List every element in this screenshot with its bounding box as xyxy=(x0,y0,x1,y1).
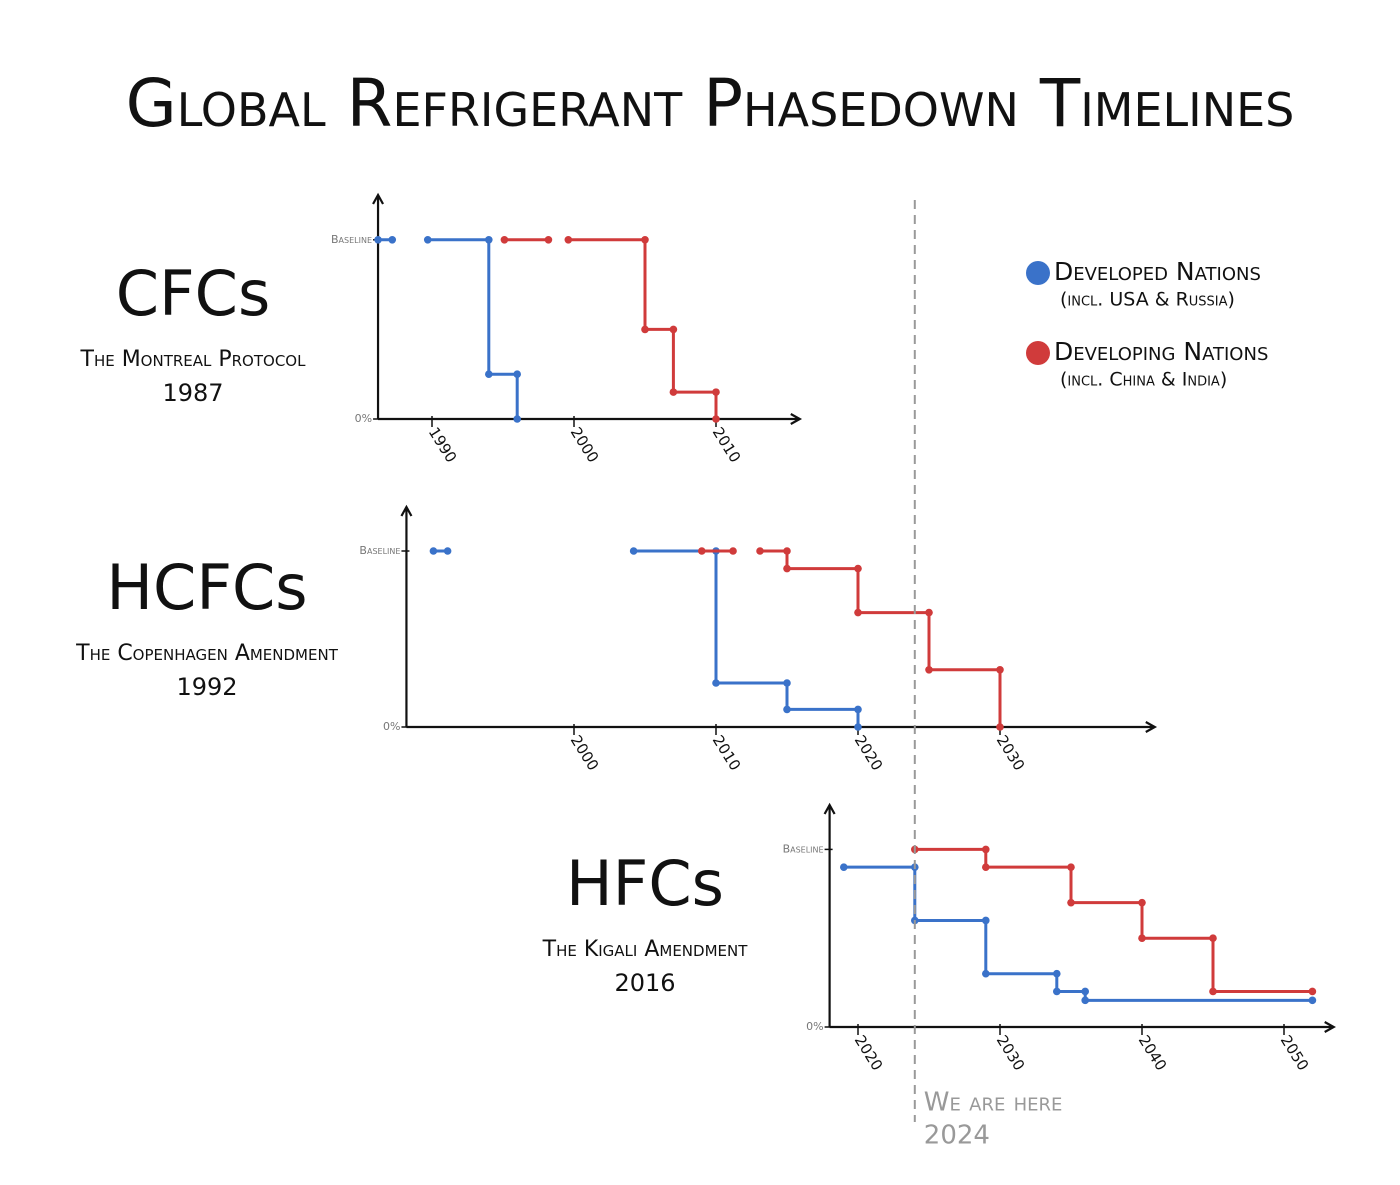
y-tick-label: 0% xyxy=(383,720,400,733)
x-axis xyxy=(406,721,1158,733)
data-point xyxy=(1308,987,1317,996)
x-tick-label: 2000 xyxy=(567,424,603,466)
annotation-text: We are here xyxy=(924,1088,1063,1118)
data-point xyxy=(712,388,720,396)
chart-title: CFCs xyxy=(116,257,271,330)
data-point xyxy=(564,236,573,244)
data-point xyxy=(783,705,791,714)
data-point xyxy=(629,547,638,555)
chart-title: HFCs xyxy=(566,847,724,920)
legend-label: Developing Nations xyxy=(1054,337,1268,366)
series-line xyxy=(504,238,718,419)
x-axis xyxy=(829,1021,1336,1033)
data-point xyxy=(544,236,553,244)
data-point xyxy=(712,415,720,423)
series-line xyxy=(701,549,1002,727)
data-point xyxy=(500,236,509,244)
data-point xyxy=(1138,934,1146,942)
data-point xyxy=(388,236,397,244)
data-point xyxy=(429,547,438,555)
data-point xyxy=(485,236,493,244)
x-tick-label: 2000 xyxy=(567,732,603,774)
data-point xyxy=(1081,987,1089,996)
data-point xyxy=(996,666,1004,674)
data-point xyxy=(712,679,720,687)
legend-detail: (incl. USA & Russia) xyxy=(1060,289,1235,311)
data-point xyxy=(1053,987,1061,996)
data-point xyxy=(729,547,737,555)
data-point xyxy=(513,415,521,423)
legend-label: Developed Nations xyxy=(1054,257,1261,286)
series-line xyxy=(378,238,519,419)
x-tick-label: 2030 xyxy=(993,732,1029,774)
data-point xyxy=(854,564,862,573)
data-point xyxy=(1053,969,1061,978)
data-point xyxy=(854,723,862,731)
data-point xyxy=(1209,987,1217,996)
x-tick-label: 2010 xyxy=(709,732,745,774)
annotation-year: 2024 xyxy=(924,1121,990,1151)
data-point xyxy=(1308,996,1317,1005)
data-point xyxy=(423,236,432,244)
chart-year: 1992 xyxy=(176,673,237,701)
data-point xyxy=(982,969,990,978)
y-tick-label: Baseline xyxy=(331,233,372,246)
data-point xyxy=(698,547,706,555)
y-tick-label: Baseline xyxy=(359,544,400,557)
data-point xyxy=(1081,996,1089,1005)
data-point xyxy=(854,705,862,714)
data-point xyxy=(485,370,493,379)
x-tick-label: 2030 xyxy=(993,1032,1029,1074)
data-point xyxy=(1067,863,1075,871)
x-tick-label: 2040 xyxy=(1135,1032,1171,1074)
data-point xyxy=(982,845,990,854)
series-line xyxy=(433,549,860,727)
data-point xyxy=(374,236,382,244)
y-tick-label: Baseline xyxy=(783,842,824,855)
data-point xyxy=(756,547,764,555)
x-tick-label: 2010 xyxy=(709,424,745,466)
data-point xyxy=(513,370,521,379)
legend-marker xyxy=(1026,341,1050,365)
legend-detail: (incl. China & India) xyxy=(1060,369,1227,391)
data-point xyxy=(443,547,452,555)
x-axis xyxy=(378,413,803,425)
data-point xyxy=(925,608,933,617)
data-point xyxy=(982,863,990,871)
chart-title: HCFCs xyxy=(106,551,307,624)
chart-subtitle: The Montreal Protocol xyxy=(80,347,307,372)
data-point xyxy=(783,564,791,573)
y-tick-label: 0% xyxy=(806,1020,823,1033)
data-point xyxy=(641,325,649,334)
data-point xyxy=(982,916,990,925)
series-line xyxy=(914,847,1313,993)
y-axis xyxy=(400,504,413,727)
data-point xyxy=(669,325,678,334)
chart-subtitle: The Kigali Amendment xyxy=(542,937,749,962)
data-point xyxy=(840,863,848,871)
data-point xyxy=(996,723,1004,731)
chart-subtitle: The Copenhagen Amendment xyxy=(75,641,339,666)
data-point xyxy=(1138,898,1146,907)
legend-marker xyxy=(1026,261,1050,285)
data-point xyxy=(669,388,678,396)
data-point xyxy=(854,608,862,617)
y-axis xyxy=(823,802,836,1027)
data-point xyxy=(925,666,933,674)
data-point xyxy=(1067,898,1075,907)
x-tick-label: 1990 xyxy=(425,424,461,466)
data-point xyxy=(783,679,791,687)
y-axis xyxy=(372,192,385,419)
chart-year: 1987 xyxy=(162,379,223,407)
chart-year: 2016 xyxy=(614,969,675,997)
data-point xyxy=(783,547,791,555)
data-point xyxy=(641,236,649,244)
page-title: Global Refrigerant Phasedown Timelines xyxy=(126,65,1295,142)
x-tick-label: 2020 xyxy=(851,732,887,774)
y-tick-label: 0% xyxy=(355,412,372,425)
x-tick-label: 2020 xyxy=(851,1032,887,1074)
x-tick-label: 2050 xyxy=(1277,1032,1313,1074)
data-point xyxy=(1209,934,1217,942)
